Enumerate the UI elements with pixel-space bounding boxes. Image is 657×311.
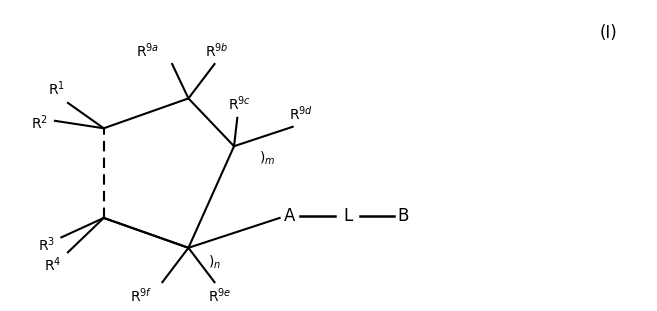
Text: R$^{4}$: R$^{4}$ (44, 255, 61, 274)
Text: R$^{9e}$: R$^{9e}$ (208, 287, 231, 305)
Text: R$^{2}$: R$^{2}$ (32, 113, 49, 132)
Text: A: A (284, 207, 295, 225)
Text: (I): (I) (600, 24, 618, 42)
Text: R$^{9d}$: R$^{9d}$ (290, 104, 313, 122)
Text: R$^{9a}$: R$^{9a}$ (136, 41, 159, 59)
Text: R$^{9b}$: R$^{9b}$ (205, 42, 229, 59)
Text: B: B (397, 207, 409, 225)
Text: R$^{9f}$: R$^{9f}$ (130, 287, 152, 304)
Text: $)_n$: $)_n$ (208, 254, 221, 271)
Text: R$^{9c}$: R$^{9c}$ (227, 95, 251, 113)
Text: $)_m$: $)_m$ (259, 149, 275, 167)
Text: L: L (344, 207, 353, 225)
Text: R$^{1}$: R$^{1}$ (48, 80, 64, 98)
Text: R$^{3}$: R$^{3}$ (37, 236, 55, 254)
